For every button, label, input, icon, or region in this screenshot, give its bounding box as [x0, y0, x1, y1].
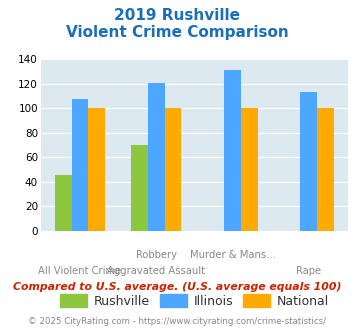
Legend: Rushville, Illinois, National: Rushville, Illinois, National: [55, 289, 334, 313]
Bar: [300, 92, 317, 231]
Text: Violent Crime Comparison: Violent Crime Comparison: [66, 25, 289, 40]
Bar: [148, 83, 165, 231]
Bar: [88, 109, 105, 231]
Bar: [224, 70, 241, 231]
Bar: [131, 145, 148, 231]
Bar: [72, 99, 88, 231]
Text: Aggravated Assault: Aggravated Assault: [107, 266, 205, 276]
Bar: [317, 109, 334, 231]
Bar: [55, 175, 72, 231]
Text: Rape: Rape: [296, 266, 321, 276]
Bar: [241, 109, 258, 231]
Text: 2019 Rushville: 2019 Rushville: [115, 8, 240, 23]
Text: Compared to U.S. average. (U.S. average equals 100): Compared to U.S. average. (U.S. average …: [13, 282, 342, 292]
Text: © 2025 CityRating.com - https://www.cityrating.com/crime-statistics/: © 2025 CityRating.com - https://www.city…: [28, 317, 327, 326]
Text: All Violent Crime: All Violent Crime: [38, 266, 121, 276]
Text: Murder & Mans...: Murder & Mans...: [190, 250, 275, 260]
Text: Robbery: Robbery: [136, 250, 177, 260]
Bar: [165, 109, 181, 231]
